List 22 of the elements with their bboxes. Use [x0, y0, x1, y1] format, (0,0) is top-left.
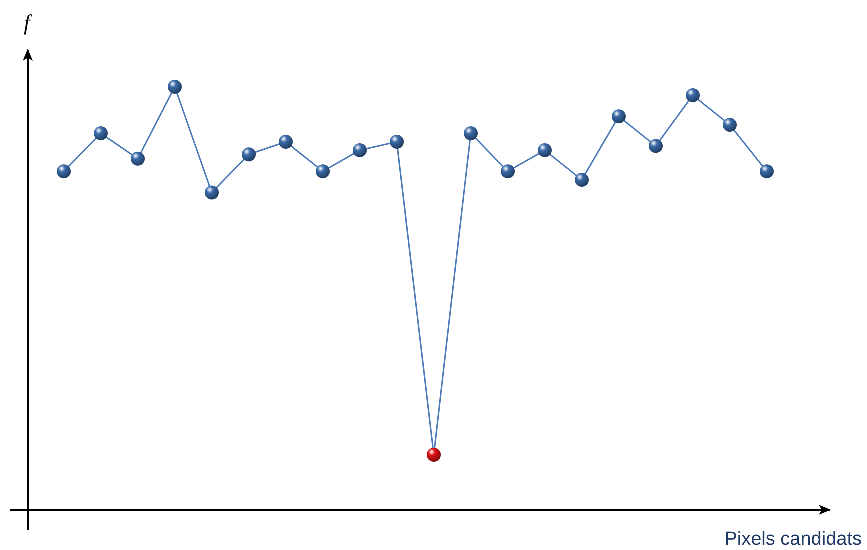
point	[279, 134, 293, 149]
point	[168, 80, 182, 94]
x-axis-title: Pixels candidats	[724, 529, 862, 550]
point	[316, 164, 330, 179]
point	[131, 152, 145, 166]
point	[205, 186, 219, 200]
point	[94, 126, 108, 141]
point	[501, 164, 515, 179]
point	[686, 88, 700, 102]
point	[723, 118, 737, 132]
point	[390, 134, 404, 149]
point	[427, 448, 441, 462]
point	[649, 139, 663, 154]
point	[575, 173, 589, 188]
point	[242, 148, 256, 162]
y-axis-title: f	[24, 10, 33, 35]
point	[464, 126, 478, 141]
point	[353, 143, 367, 158]
point	[538, 143, 552, 158]
point	[760, 164, 774, 179]
point	[612, 110, 626, 124]
point	[57, 164, 71, 179]
